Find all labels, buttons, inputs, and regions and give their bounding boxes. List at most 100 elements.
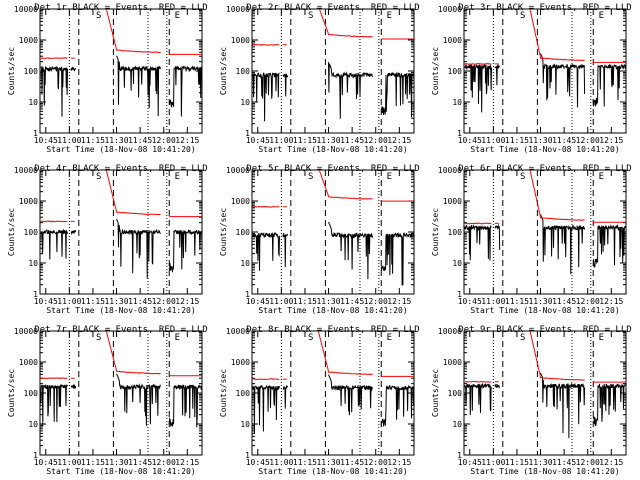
- x-tick-label: 11:45: [552, 297, 576, 306]
- x-axis-label: Start Time (18-Nov-08 10:41:20): [470, 306, 619, 315]
- x-tick-label: 10:45: [34, 136, 58, 145]
- series-events: [252, 374, 414, 434]
- y-tick-label: 10000: [438, 166, 462, 175]
- panel-4: Det 4r BLACK = Events, RED = LLD 1 10 100 10…: [7, 164, 208, 315]
- y-tick-label: 100: [236, 389, 251, 398]
- y-tick-label: 1000: [19, 36, 38, 45]
- y-tick-label: 10000: [14, 327, 38, 336]
- x-tick-label: 11:45: [340, 458, 364, 467]
- marker-s: S: [308, 333, 313, 343]
- panel-1: Det 1r BLACK = Events, RED = LLD 1 10 100 10…: [7, 3, 208, 154]
- series-events: [252, 221, 414, 286]
- y-axis-label: Counts/sec: [7, 47, 16, 95]
- series-events: [464, 214, 626, 275]
- plot-area: [464, 331, 626, 439]
- series-lld: [464, 9, 626, 65]
- panel-7: Det 7r BLACK = Events, RED = LLD 1 10 100 10…: [7, 325, 208, 476]
- x-tick-label: 10:45: [458, 458, 482, 467]
- y-tick-label: 100: [236, 228, 251, 237]
- x-tick-label: 11:15: [81, 458, 105, 467]
- y-axis-label: Counts/sec: [7, 208, 16, 256]
- x-tick-label: 10:45: [458, 136, 482, 145]
- panel-title: Det 4r BLACK = Events, RED = LLD: [34, 164, 207, 174]
- marker-s: S: [520, 11, 525, 21]
- series-lld: [464, 170, 626, 225]
- panel-9: Det 9r BLACK = Events, RED = LLD 1 10 100 10…: [431, 325, 632, 476]
- y-tick-label: 10000: [226, 5, 250, 14]
- x-tick-label: 11:30: [104, 297, 128, 306]
- panel-title: Det 1r BLACK = Events, RED = LLD: [34, 3, 207, 13]
- marker-s: S: [96, 172, 101, 182]
- y-tick-label: 1: [457, 290, 462, 299]
- x-tick-label: 11:00: [57, 297, 81, 306]
- y-tick-label: 10000: [438, 327, 462, 336]
- plot-area: [464, 9, 626, 113]
- x-tick-label: 12:00: [152, 458, 176, 467]
- y-axis-label: Counts/sec: [431, 47, 440, 95]
- y-tick-label: 10000: [226, 327, 250, 336]
- x-tick-label: 11:30: [528, 297, 552, 306]
- marker-e: E: [175, 172, 180, 182]
- y-tick-label: 1000: [443, 36, 462, 45]
- panel-title: Det 5r BLACK = Events, RED = LLD: [246, 164, 419, 174]
- y-tick-label: 100: [448, 389, 463, 398]
- series-lld: [252, 9, 414, 46]
- x-axis-label: Start Time (18-Nov-08 10:41:20): [258, 467, 407, 476]
- x-axis-label: Start Time (18-Nov-08 10:41:20): [46, 145, 195, 154]
- series-events: [464, 53, 626, 113]
- y-tick-label: 10: [240, 259, 250, 268]
- x-tick-label: 10:45: [246, 297, 270, 306]
- marker-e: E: [175, 333, 180, 343]
- series-events: [464, 372, 626, 439]
- x-axis-label: Start Time (18-Nov-08 10:41:20): [46, 306, 195, 315]
- y-tick-label: 10: [240, 98, 250, 107]
- series-events: [252, 61, 414, 122]
- x-tick-label: 11:15: [505, 458, 529, 467]
- marker-s: S: [308, 172, 313, 182]
- x-tick-label: 11:15: [81, 297, 105, 306]
- x-tick-label: 11:00: [269, 136, 293, 145]
- x-tick-label: 12:00: [576, 136, 600, 145]
- x-axis-label: Start Time (18-Nov-08 10:41:20): [258, 145, 407, 154]
- x-tick-label: 11:00: [269, 458, 293, 467]
- series-lld: [40, 170, 202, 223]
- x-tick-label: 11:15: [81, 136, 105, 145]
- y-tick-label: 1000: [231, 36, 250, 45]
- x-tick-label: 11:45: [128, 297, 152, 306]
- x-tick-label: 11:30: [528, 458, 552, 467]
- y-tick-label: 1000: [231, 197, 250, 206]
- x-tick-label: 11:15: [293, 136, 317, 145]
- x-tick-label: 10:45: [246, 136, 270, 145]
- x-axis-label: Start Time (18-Nov-08 10:41:20): [46, 467, 195, 476]
- y-tick-label: 10: [452, 98, 462, 107]
- y-tick-label: 1000: [443, 197, 462, 206]
- y-tick-label: 10: [452, 259, 462, 268]
- series-lld: [252, 170, 414, 208]
- panel-5: Det 5r BLACK = Events, RED = LLD 1 10 100 10…: [219, 164, 420, 315]
- x-tick-label: 12:15: [599, 458, 623, 467]
- panel-title: Det 3r BLACK = Events, RED = LLD: [458, 3, 631, 13]
- series-events: [40, 218, 202, 279]
- y-tick-label: 1: [457, 451, 462, 460]
- x-tick-label: 12:00: [576, 297, 600, 306]
- x-tick-label: 11:45: [128, 136, 152, 145]
- y-tick-label: 100: [24, 228, 39, 237]
- x-tick-label: 10:45: [458, 297, 482, 306]
- x-tick-label: 11:15: [293, 458, 317, 467]
- x-tick-label: 11:30: [316, 297, 340, 306]
- x-tick-label: 11:30: [528, 136, 552, 145]
- series-lld: [40, 331, 202, 380]
- marker-s: S: [520, 333, 525, 343]
- x-tick-label: 11:30: [104, 136, 128, 145]
- marker-e: E: [175, 11, 180, 21]
- y-tick-label: 100: [448, 67, 463, 76]
- y-tick-label: 10000: [438, 5, 462, 14]
- x-axis-label: Start Time (18-Nov-08 10:41:20): [470, 467, 619, 476]
- panel-title: Det 7r BLACK = Events, RED = LLD: [34, 325, 207, 335]
- y-tick-label: 1: [457, 129, 462, 138]
- x-tick-label: 11:45: [340, 297, 364, 306]
- x-tick-label: 11:45: [552, 458, 576, 467]
- plot-area: [252, 331, 414, 434]
- panel-6: Det 6r BLACK = Events, RED = LLD 1 10 100 10…: [431, 164, 632, 315]
